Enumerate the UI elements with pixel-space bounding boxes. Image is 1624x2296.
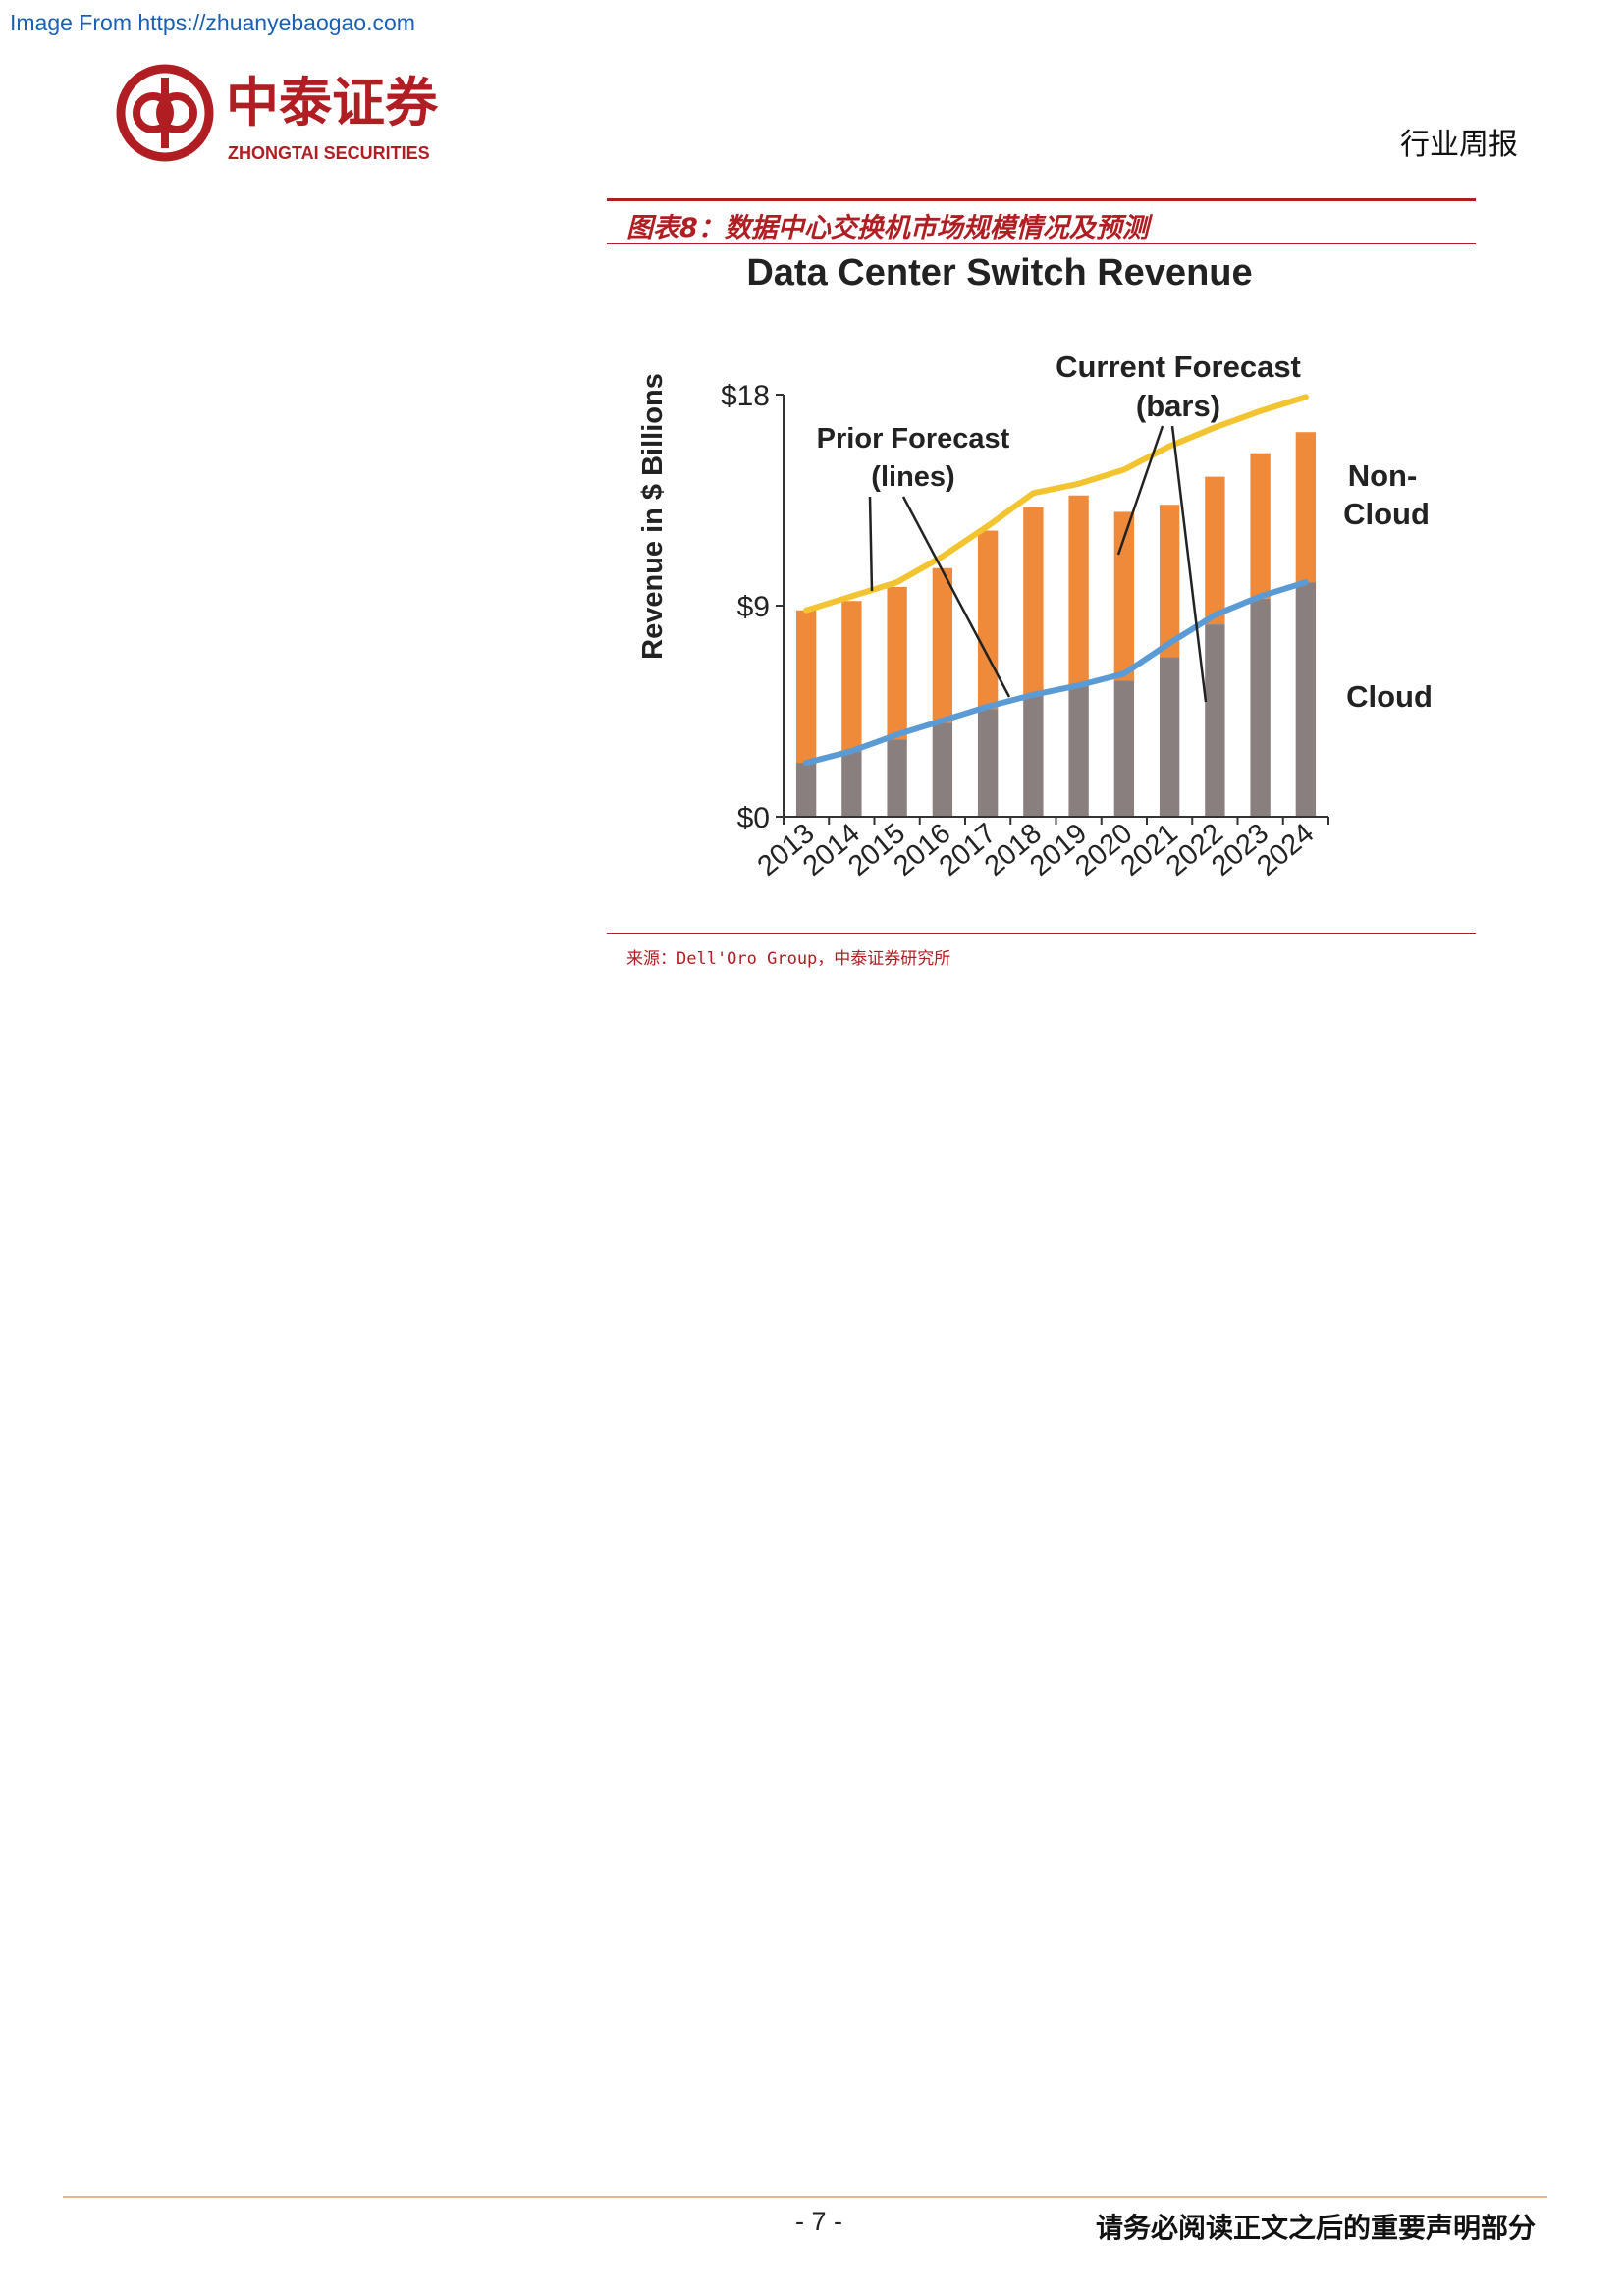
bar-non-cloud-2024 — [1295, 432, 1317, 583]
pointer-current-1 — [1116, 425, 1164, 556]
cloud-label: Cloud — [1346, 679, 1433, 714]
bar-cloud-2014 — [841, 751, 862, 817]
bar-non-cloud-2016 — [932, 567, 953, 723]
bar-non-cloud-2019 — [1068, 495, 1089, 686]
pointer-prior-1 — [868, 496, 874, 592]
chart-title: Data Center Switch Revenue — [746, 252, 1252, 294]
non-cloud-label-1: Non- — [1348, 458, 1418, 493]
watermark-text: Image From https://zhuanyebaogao.com — [10, 10, 415, 35]
figure-top-rule — [607, 198, 1476, 201]
bar-non-cloud-2018 — [1023, 507, 1044, 695]
bar-cloud-2023 — [1250, 598, 1271, 817]
bar-non-cloud-2014 — [841, 601, 862, 752]
bar-non-cloud-2022 — [1205, 476, 1225, 625]
bar-cloud-2021 — [1159, 657, 1180, 817]
bar-cloud-2018 — [1023, 694, 1044, 817]
prior-forecast-label-1: Prior Forecast — [817, 423, 1010, 454]
footer-rule — [63, 2196, 1547, 2198]
bar-non-cloud-2023 — [1250, 453, 1271, 599]
company-logo: 中泰证券 ZHONGTAI SECURITIES — [116, 62, 489, 170]
figure-bottom-rule — [607, 933, 1476, 934]
bar-cloud-2013 — [795, 763, 817, 817]
logo-cn-text: 中泰证券 — [226, 74, 439, 133]
forecast-line-1 — [803, 394, 1309, 614]
y-tick-label: $9 — [737, 591, 770, 623]
revenue-chart: Data Center Switch Revenue Revenue in $ … — [607, 245, 1476, 934]
bar-cloud-2015 — [887, 739, 907, 817]
page-number: - 7 - — [795, 2207, 843, 2236]
forecast-line-2 — [803, 579, 1309, 767]
current-forecast-label-1: Current Forecast — [1056, 349, 1301, 384]
y-axis-label: Revenue in $ Billions — [637, 373, 669, 660]
figure-title-rule — [607, 243, 1476, 244]
non-cloud-label-2: Cloud — [1343, 497, 1430, 531]
bar-cloud-2022 — [1205, 624, 1225, 817]
y-tick-label: $0 — [737, 802, 770, 834]
logo-en-text: ZHONGTAI SECURITIES — [228, 143, 430, 163]
figure-source: 来源：Dell'Oro Group，中泰证券研究所 — [626, 949, 951, 969]
pointer-current-2 — [1170, 425, 1208, 703]
bar-non-cloud-2015 — [887, 586, 907, 740]
bar-cloud-2024 — [1295, 582, 1317, 817]
bar-non-cloud-2013 — [795, 610, 817, 764]
bar-cloud-2017 — [977, 709, 999, 817]
bar-non-cloud-2017 — [977, 530, 999, 710]
y-tick-label: $18 — [721, 380, 770, 412]
bar-cloud-2020 — [1113, 680, 1135, 817]
bar-cloud-2019 — [1068, 685, 1089, 817]
report-type-label: 行业周报 — [1400, 128, 1518, 162]
prior-forecast-label-2: (lines) — [871, 461, 954, 493]
footer-disclaimer: 请务必阅读正文之后的重要声明部分 — [1095, 2212, 1536, 2244]
bar-cloud-2016 — [932, 722, 953, 817]
bar-non-cloud-2021 — [1159, 505, 1180, 658]
pointer-prior-2 — [901, 496, 1011, 698]
current-forecast-label-2: (bars) — [1136, 389, 1220, 423]
figure-title: 图表8：数据中心交换机市场规模情况及预测 — [626, 213, 1149, 243]
